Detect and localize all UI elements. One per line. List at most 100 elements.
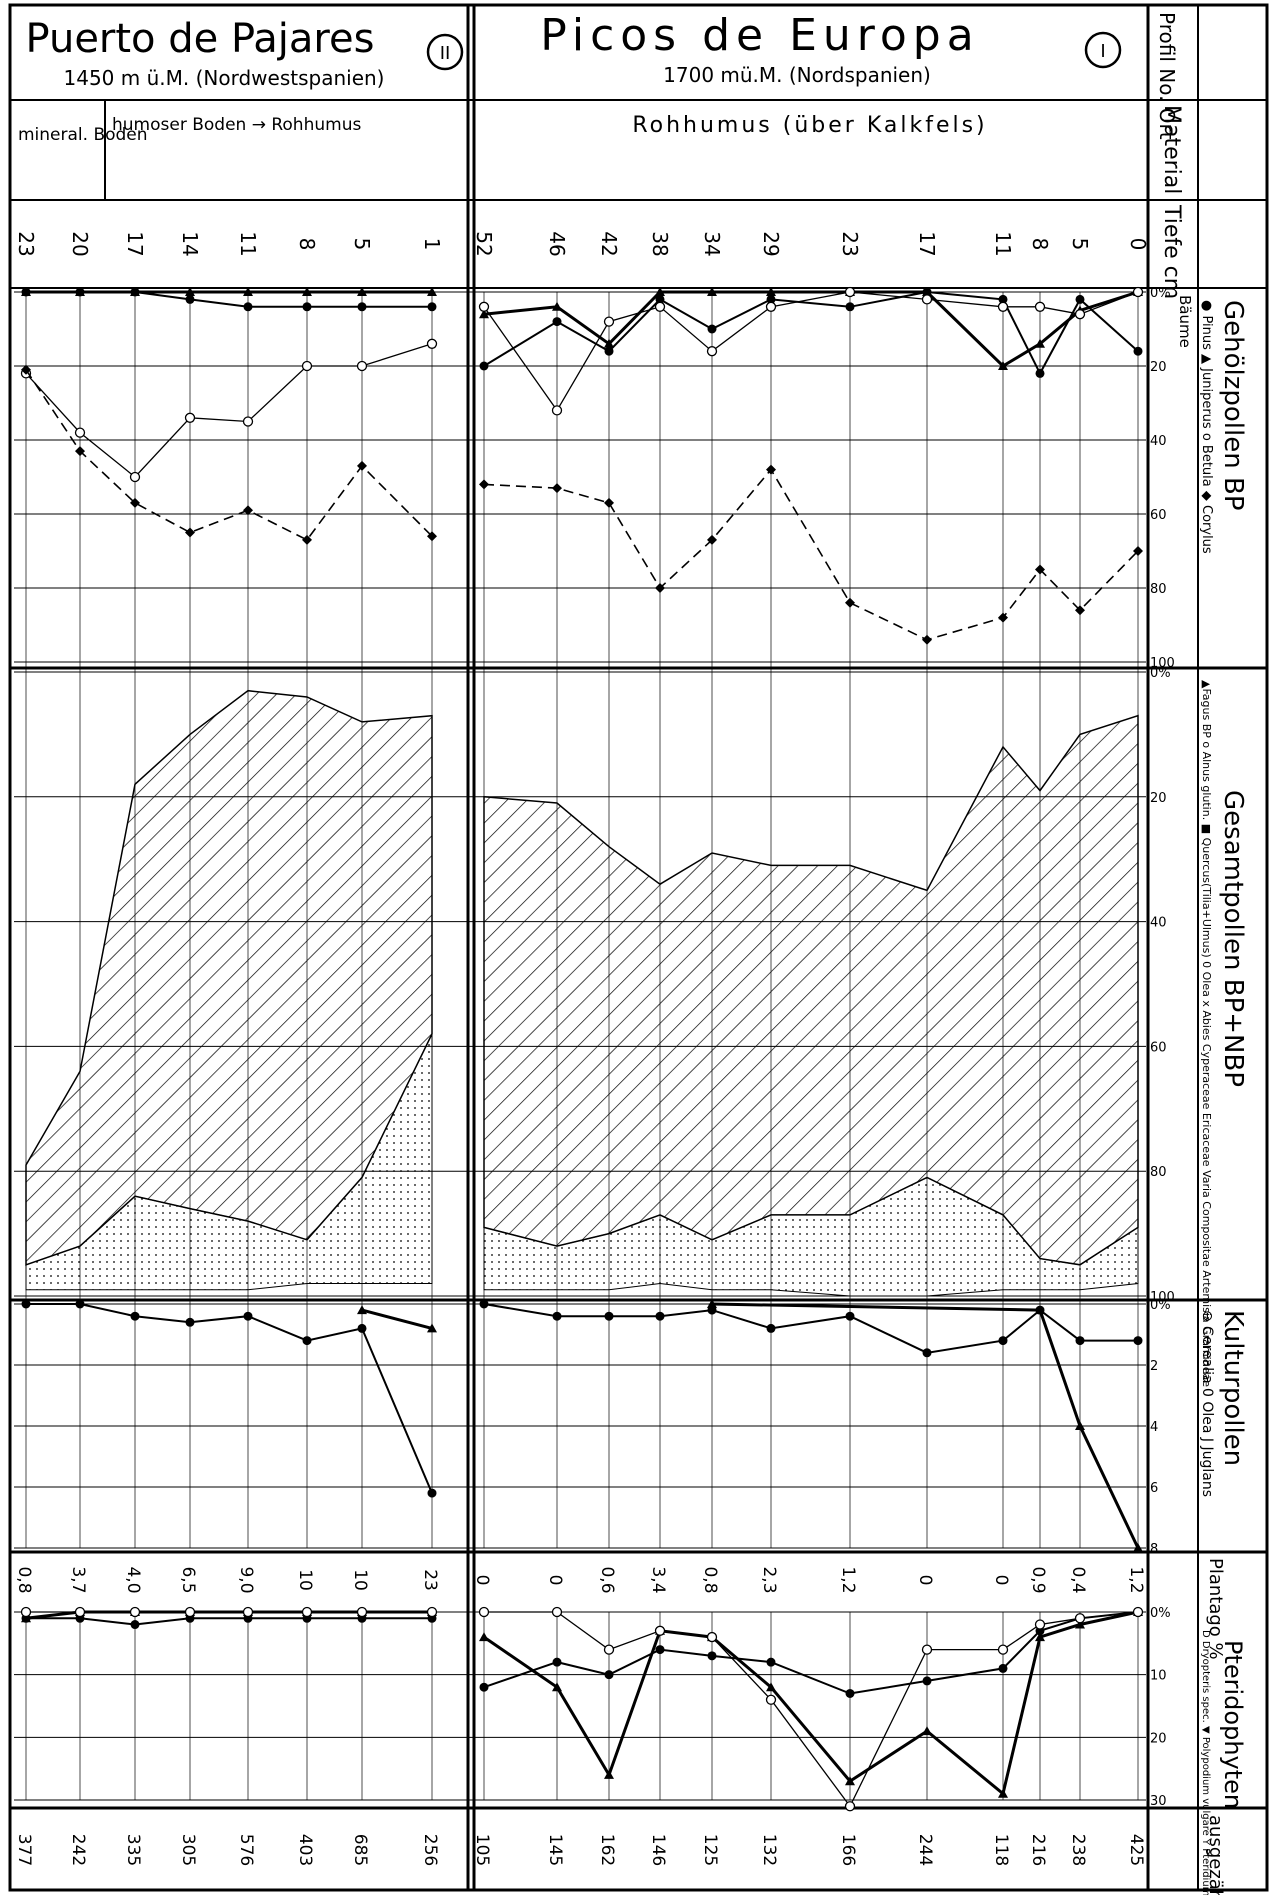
plantago-value-right: 0 (991, 1575, 1011, 1586)
gehoelz-data-point (654, 301, 666, 312)
gehoelz-data-point (766, 287, 776, 296)
gehoelz-data-point (130, 497, 140, 508)
chart-marks (20, 286, 1144, 1812)
pterido-data-point (74, 1606, 86, 1618)
plantago-value-left: 10 (350, 1569, 370, 1591)
pterido-data-point (922, 1726, 932, 1736)
gehoelz-data-point (357, 287, 367, 296)
axis-tick-label: 30 (1150, 1794, 1167, 1809)
axis-tick-label: 2 (1150, 1359, 1158, 1374)
gehoelz-data-point (998, 612, 1008, 623)
kultur-data-point (243, 1311, 253, 1321)
side-gesamt-legend: ▲Fagus BP o Alnus glutin. ■ Quercus(Tili… (1200, 680, 1213, 1387)
gehoelz-data-point (427, 531, 437, 542)
kultur-series-line (483, 1303, 1138, 1354)
pterido-data-point (844, 1801, 856, 1812)
axis-tick-label: 0% (1150, 286, 1171, 301)
gehoelz-data-point (552, 483, 562, 494)
gehoelz-data-point (242, 416, 254, 427)
gehoelz-data-point (922, 287, 932, 296)
pollen-count-right: 105 (472, 1834, 492, 1866)
depth-label-right: 23 (838, 231, 862, 256)
profile-title-left: Puerto de Pajares (26, 16, 375, 62)
pollen-count-right: 146 (648, 1834, 668, 1866)
kultur-data-point (845, 1311, 855, 1321)
chart-labels: 0%204060801000%204060801000%24680%102030… (14, 231, 1175, 1866)
depth-label-left: 8 (295, 238, 319, 251)
pollen-count-right: 125 (700, 1834, 720, 1866)
gehoelz-data-point (130, 287, 140, 296)
kultur-data-point (75, 1299, 85, 1309)
gehoelz-data-point (845, 302, 855, 312)
gehoelz-data-point (302, 302, 312, 312)
gehoelz-data-point (129, 471, 141, 483)
side-pterido-title: Pteridophyten (1219, 1640, 1247, 1809)
axis-tick-label: 80 (1150, 1165, 1167, 1180)
gehoelz-data-point (75, 287, 85, 296)
depth-label-left: 1 (420, 238, 444, 251)
kultur-data-point (604, 1311, 614, 1321)
pterido-data-point (130, 1620, 140, 1630)
pterido-data-point (997, 1644, 1009, 1655)
gehoelz-data-point (1035, 564, 1045, 575)
gehoelz-data-point (655, 287, 665, 296)
pterido-data-point (766, 1657, 776, 1667)
gehoelz-data-point (478, 301, 490, 312)
gridlines (14, 291, 1146, 1801)
pollen-count-right: 166 (838, 1834, 858, 1866)
depth-label-right: 46 (545, 231, 569, 256)
profile-number-left: II (440, 43, 451, 64)
axis-tick-label: 20 (1150, 791, 1167, 806)
pterido-data-point (242, 1606, 254, 1618)
pterido-data-point (604, 1769, 614, 1779)
gehoelz-data-point (1133, 546, 1143, 556)
pterido-data-point (551, 1606, 563, 1618)
gehoelz-data-point (426, 338, 438, 349)
plantago-value-right: 0,4 (1068, 1566, 1088, 1593)
plantago-value-left: 6,5 (178, 1566, 198, 1593)
kultur-data-point (427, 1488, 437, 1498)
depth-label-left: 23 (14, 231, 38, 256)
side-gehoelz-sub: Bäume (1176, 295, 1194, 348)
gehoelz-series-line (483, 291, 1139, 412)
gehoelz-data-point (357, 302, 367, 312)
plantago-value-right: 0,9 (1028, 1566, 1048, 1593)
pollen-count-left: 403 (295, 1834, 315, 1866)
axis-tick-label: 0% (1150, 1606, 1171, 1621)
kultur-data-point (21, 1299, 31, 1309)
axis-tick-label: 40 (1150, 916, 1167, 931)
plantago-value-left: 10 (295, 1569, 315, 1591)
pterido-data-point (479, 1682, 489, 1692)
plantago-value-right: 0,6 (597, 1566, 617, 1593)
pterido-series-line (483, 1611, 1139, 1695)
side-gehoelz-legend: ● Pinus ▲ Juniperus o Betula ◆ Corylus (1199, 300, 1214, 554)
gehoelz-data-point (74, 427, 86, 438)
gehoelz-data-point (1132, 286, 1144, 298)
frame (8, 3, 1269, 1892)
profile-number-badge-right (1084, 31, 1122, 69)
gehoelz-series-line (25, 369, 433, 541)
pterido-data-point (845, 1776, 855, 1786)
profile-header: Puerto de Pajares 1450 m ü.M. (Nordwests… (18, 10, 1122, 145)
gehoelz-data-point (844, 286, 856, 298)
pterido-data-point (1132, 1606, 1144, 1618)
axis-tick-label: 80 (1150, 582, 1167, 597)
axis-tick-label: 0% (1150, 666, 1171, 681)
depth-label-left: 5 (350, 238, 374, 251)
gehoelz-data-point (655, 583, 665, 593)
gehoelz-data-point (1075, 294, 1085, 304)
pollen-count-left: 576 (236, 1834, 256, 1866)
plantago-value-left: 4,0 (123, 1566, 143, 1593)
pterido-data-point (603, 1644, 615, 1655)
plantago-value-left: 23 (420, 1569, 440, 1591)
side-kultur-legend: ⊖ Cerealia 0 Olea J Juglans (1199, 1310, 1215, 1497)
kultur-data-point (552, 1311, 562, 1321)
kultur-data-point (922, 1348, 932, 1358)
pterido-data-point (184, 1606, 196, 1618)
pterido-data-point (21, 1613, 31, 1623)
pollen-count-right: 162 (597, 1834, 617, 1866)
axis-tick-label: 4 (1150, 1420, 1158, 1435)
side-gehoelz-title: Gehölzpollen BP (1218, 300, 1248, 511)
pollen-count-right: 425 (1126, 1834, 1146, 1866)
pterido-data-point (766, 1682, 776, 1692)
